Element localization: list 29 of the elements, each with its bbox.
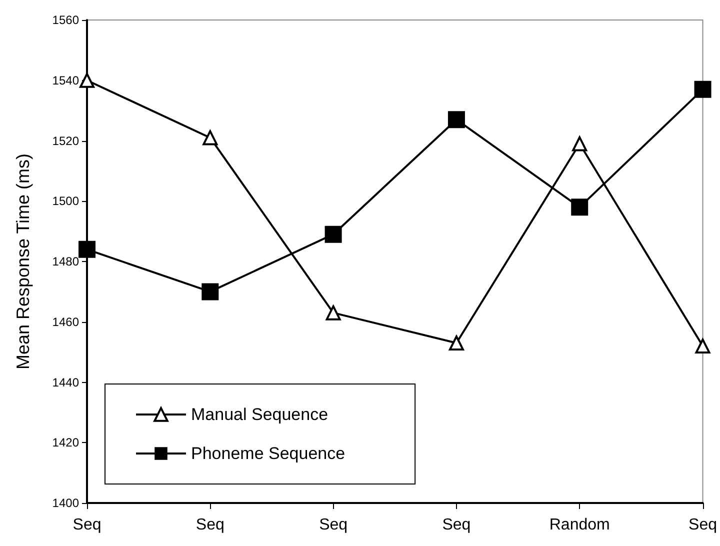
x-tick-label: Seq	[688, 516, 717, 534]
point	[695, 338, 710, 354]
point	[448, 336, 464, 351]
y-tick-label: 1500	[52, 194, 80, 208]
x-tick-label: Seq	[196, 516, 224, 534]
point	[202, 283, 219, 300]
y-tick-label: 1560	[52, 13, 80, 27]
y-tick-label: 1480	[52, 254, 80, 268]
x-tick-label: Seq	[72, 516, 102, 534]
y-tick-label: 1420	[52, 436, 80, 450]
point	[324, 226, 342, 243]
point	[571, 198, 588, 216]
x-tick-label: Seq	[319, 516, 348, 534]
legend-label: Phoneme Sequence	[191, 444, 346, 463]
y-tick-label: 1400	[52, 496, 80, 510]
point	[572, 136, 588, 152]
y-tick-label: 1540	[52, 73, 80, 88]
y-axis-title: Mean Response Time (ms)	[13, 153, 33, 370]
x-tick-label: Random	[549, 516, 610, 534]
legend-label: Manual Sequence	[191, 405, 328, 424]
point	[202, 130, 218, 146]
x-tick-label: Seq	[442, 516, 471, 534]
y-tick-label: 1460	[52, 314, 80, 329]
y-tick-label: 1440	[52, 375, 80, 390]
y-tick-label: 1520	[52, 134, 80, 148]
point	[448, 111, 465, 128]
point	[694, 80, 712, 98]
point	[326, 305, 341, 320]
point	[78, 240, 96, 258]
